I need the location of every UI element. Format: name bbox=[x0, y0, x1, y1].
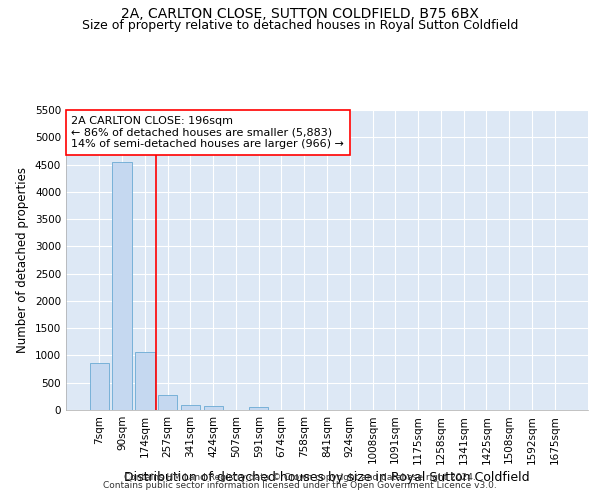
Text: 2A CARLTON CLOSE: 196sqm
← 86% of detached houses are smaller (5,883)
14% of sem: 2A CARLTON CLOSE: 196sqm ← 86% of detach… bbox=[71, 116, 344, 149]
Bar bbox=[181, 405, 200, 410]
Bar bbox=[112, 162, 132, 410]
Text: 2A, CARLTON CLOSE, SUTTON COLDFIELD, B75 6BX: 2A, CARLTON CLOSE, SUTTON COLDFIELD, B75… bbox=[121, 8, 479, 22]
Bar bbox=[158, 394, 178, 410]
Bar bbox=[203, 406, 223, 410]
Text: Contains public sector information licensed under the Open Government Licence v3: Contains public sector information licen… bbox=[103, 481, 497, 490]
Text: Size of property relative to detached houses in Royal Sutton Coldfield: Size of property relative to detached ho… bbox=[82, 19, 518, 32]
Y-axis label: Number of detached properties: Number of detached properties bbox=[16, 167, 29, 353]
Text: Contains HM Land Registry data © Crown copyright and database right 2024.: Contains HM Land Registry data © Crown c… bbox=[124, 472, 476, 482]
Bar bbox=[249, 406, 268, 410]
Bar bbox=[135, 352, 155, 410]
Bar bbox=[90, 362, 109, 410]
X-axis label: Distribution of detached houses by size in Royal Sutton Coldfield: Distribution of detached houses by size … bbox=[124, 470, 530, 484]
